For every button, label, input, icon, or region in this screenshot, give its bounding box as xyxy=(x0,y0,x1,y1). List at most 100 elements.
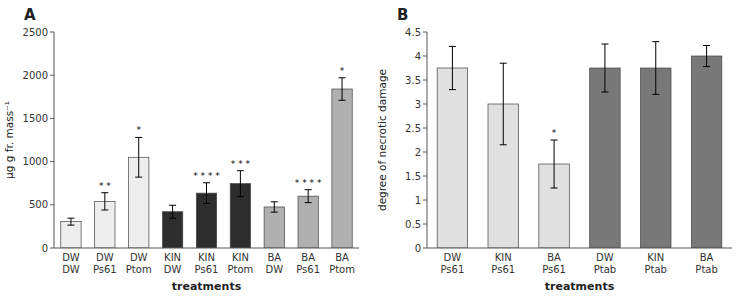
x-tick-label-line: Ps61 xyxy=(491,264,515,275)
error-line xyxy=(655,42,656,95)
error-cap xyxy=(305,189,312,190)
error-bar xyxy=(271,202,278,212)
error-line xyxy=(554,140,555,188)
x-tick-label-line: BA xyxy=(700,252,714,263)
x-tick-label: BAPtom xyxy=(329,252,355,275)
x-tick-label-line: KIN xyxy=(198,252,215,263)
error-bar xyxy=(703,45,710,66)
x-tick-label: KINPs61 xyxy=(195,252,219,275)
figure: A05001000150020002500DWDWDWPs61DWPtomKIN… xyxy=(0,0,746,298)
x-axis xyxy=(54,248,359,249)
y-tick-label: 4 xyxy=(415,51,421,62)
x-tick-label: DWDW xyxy=(62,252,80,275)
error-bar xyxy=(67,218,74,225)
error-cap xyxy=(203,203,210,204)
error-line xyxy=(604,44,605,92)
bar xyxy=(437,68,468,248)
bar xyxy=(641,68,672,248)
x-tick-label: KINPtom xyxy=(227,252,253,275)
error-cap xyxy=(652,94,659,95)
x-tick-label-line: BA xyxy=(335,252,349,263)
x-tick-label-line: DW xyxy=(444,252,462,263)
error-bar xyxy=(169,205,176,218)
error-cap xyxy=(305,202,312,203)
x-tick-label-line: KIN xyxy=(232,252,249,263)
y-tick-label: 2000 xyxy=(23,70,48,81)
error-line xyxy=(503,63,504,145)
x-tick-label-line: DW xyxy=(265,264,283,275)
bar xyxy=(298,196,318,248)
x-tick-label-line: Ptom xyxy=(126,264,152,275)
error-cap xyxy=(101,209,108,210)
x-tick-label: DWPs61 xyxy=(441,252,465,275)
x-tick-label-line: Ps61 xyxy=(195,264,219,275)
y-tick-label: 3.5 xyxy=(405,75,421,86)
bar xyxy=(590,68,621,248)
error-cap xyxy=(449,89,456,90)
error-bar xyxy=(101,193,108,210)
y-tick-label: 1.5 xyxy=(405,171,421,182)
error-cap xyxy=(339,77,346,78)
error-cap xyxy=(203,182,210,183)
y-tick xyxy=(423,224,427,225)
bar xyxy=(332,89,352,248)
error-cap xyxy=(169,205,176,206)
y-tick-label: 4.5 xyxy=(405,27,421,38)
y-axis xyxy=(54,32,55,248)
x-tick-label-line: Ptom xyxy=(227,264,253,275)
x-tick-label-line: Ps61 xyxy=(296,264,320,275)
y-tick xyxy=(423,152,427,153)
error-bar xyxy=(237,171,244,197)
error-cap xyxy=(237,170,244,171)
y-tick-label: 3 xyxy=(415,99,421,110)
error-cap xyxy=(135,177,142,178)
error-bar xyxy=(551,140,558,188)
error-cap xyxy=(449,46,456,47)
panel: B00.511.522.533.544.5DWPs61KINPs61BAPs61… xyxy=(376,6,732,293)
annotation: * * xyxy=(99,181,111,191)
annotation: * * * xyxy=(231,159,251,169)
y-tick xyxy=(423,176,427,177)
y-tick xyxy=(423,32,427,33)
y-tick xyxy=(423,248,427,249)
x-tick-label-line: Ps61 xyxy=(441,264,465,275)
error-cap xyxy=(339,100,346,101)
annotation: * xyxy=(552,128,557,138)
y-tick-label: 1000 xyxy=(23,156,48,167)
y-tick xyxy=(50,75,54,76)
y-tick-label: 1 xyxy=(415,195,421,206)
y-tick xyxy=(423,128,427,129)
x-tick-label-line: Ps61 xyxy=(542,264,566,275)
x-tick-label-line: DW xyxy=(164,264,182,275)
marks xyxy=(437,42,722,248)
error-bar xyxy=(652,42,659,95)
x-tick-label-line: KIN xyxy=(164,252,181,263)
error-line xyxy=(240,171,241,197)
error-cap xyxy=(237,196,244,197)
y-tick xyxy=(423,80,427,81)
y-tick-label: 1500 xyxy=(23,113,48,124)
y-tick xyxy=(423,56,427,57)
error-cap xyxy=(67,218,74,219)
error-line xyxy=(70,218,71,225)
error-line xyxy=(274,202,275,212)
y-tick xyxy=(423,104,427,105)
x-tick-label-line: BA xyxy=(547,252,561,263)
bar xyxy=(691,56,722,248)
x-tick-label: BAPs61 xyxy=(542,252,566,275)
y-tick-label: 500 xyxy=(29,199,48,210)
error-bar xyxy=(601,44,608,92)
y-axis xyxy=(427,32,428,248)
x-tick-label-line: Ptab xyxy=(594,264,616,275)
error-cap xyxy=(271,201,278,202)
error-bar xyxy=(305,190,312,203)
error-cap xyxy=(135,137,142,138)
x-axis-label: treatments xyxy=(545,280,615,293)
error-cap xyxy=(101,192,108,193)
bar xyxy=(61,222,81,248)
x-axis-label: treatments xyxy=(172,280,242,293)
bar xyxy=(264,207,284,248)
error-bar xyxy=(135,137,142,177)
annotation: * * * * xyxy=(295,178,322,188)
x-axis xyxy=(427,248,732,249)
